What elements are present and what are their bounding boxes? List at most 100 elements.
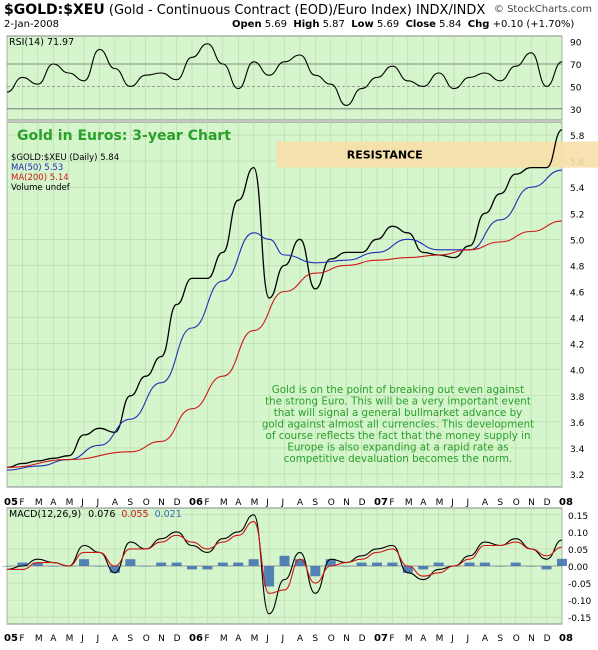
macd-x-label: O <box>513 634 520 644</box>
chart-title: Gold in Euros: 3-year Chart <box>17 128 231 144</box>
low-label: Low <box>351 19 374 30</box>
close-label: Close <box>405 19 436 30</box>
price-x-label: N <box>343 498 350 508</box>
price-x-label: N <box>528 498 535 508</box>
macd-histogram-bar <box>402 566 413 573</box>
price-x-label: A <box>112 498 119 508</box>
open-label: Open <box>232 19 262 30</box>
price-x-label: S <box>312 498 318 508</box>
price-x-label: F <box>19 498 24 508</box>
price-tick-label: 4.8 <box>570 262 585 272</box>
price-x-label: M <box>251 498 259 508</box>
price-x-label: J <box>265 498 269 508</box>
macd-legend-signal: 0.055 <box>121 509 148 520</box>
annotation-line: Gold is on the point of breaking out eve… <box>272 384 524 396</box>
macd-histogram-bar <box>171 562 182 566</box>
rsi-tick-label: 90 <box>570 39 582 49</box>
price-tick-label: 3.4 <box>570 445 585 455</box>
macd-tick-label: -0.05 <box>568 580 591 590</box>
macd-histogram-bar <box>248 559 259 566</box>
rsi-tick-label: 50 <box>570 83 582 93</box>
ma50-line <box>6 169 563 471</box>
macd-x-label: M <box>35 634 43 644</box>
close-value: 5.84 <box>439 19 462 30</box>
macd-histogram-bar <box>202 566 213 570</box>
macd-x-label: N <box>158 634 165 644</box>
source-credit[interactable]: © StockCharts.com <box>493 4 592 15</box>
macd-histogram-bar <box>279 555 290 566</box>
price-line <box>6 129 563 469</box>
macd-histogram-bar <box>94 566 105 567</box>
macd-x-label: S <box>127 634 133 644</box>
macd-histogram-bar <box>387 562 398 566</box>
macd-legend-prefix: MACD(12,26,9) <box>9 509 84 520</box>
macd-histogram-bar <box>557 558 567 566</box>
price-x-label: J <box>450 498 454 508</box>
price-x-label: J <box>96 498 100 508</box>
macd-x-label: S <box>312 634 318 644</box>
rsi-tick-label: 70 <box>570 61 582 71</box>
macd-x-label: J <box>466 634 470 644</box>
macd-histogram-bar <box>310 566 321 577</box>
rsi-line <box>6 43 563 106</box>
price-x-label: A <box>235 498 242 508</box>
price-legend-entry: $GOLD:$XEU (Daily) 5.84 <box>11 153 119 163</box>
macd-x-label: J <box>281 634 285 644</box>
macd-x-label: O <box>143 634 150 644</box>
macd-x-label: 06 <box>189 633 203 644</box>
price-x-label: A <box>297 498 304 508</box>
macd-x-label: J <box>80 634 84 644</box>
macd-histogram-bar <box>372 562 382 566</box>
price-tick-label: 4.0 <box>570 367 585 377</box>
price-tick-label: 5.2 <box>570 210 584 220</box>
macd-legend-hist: 0.021 <box>155 509 182 520</box>
resistance-band <box>276 141 598 168</box>
symbol-description: (Gold - Continuous Contract (EOD)/Euro I… <box>108 3 486 18</box>
price-x-label: M <box>436 498 444 508</box>
price-x-label: D <box>359 498 366 508</box>
macd-x-label: J <box>450 634 454 644</box>
macd-histogram-bar <box>233 562 244 566</box>
macd-x-label: A <box>235 634 242 644</box>
price-tick-label: 4.6 <box>570 288 585 298</box>
macd-histogram-bar <box>356 562 367 566</box>
rsi-legend: RSI(14) 71.97 <box>9 37 74 48</box>
price-legend-entry: MA(200) 5.14 <box>11 173 69 183</box>
price-legend-entry: MA(50) 5.53 <box>11 163 63 173</box>
macd-histogram-bar <box>464 562 475 566</box>
price-x-label: 05 <box>4 497 18 508</box>
macd-x-label: N <box>343 634 350 644</box>
chart-date: 2-Jan-2008 <box>4 19 59 30</box>
low-value: 5.69 <box>376 19 400 30</box>
price-tick-label: 4.4 <box>570 315 585 325</box>
price-tick-label: 5.0 <box>570 236 585 246</box>
price-x-label: A <box>420 498 427 508</box>
price-x-label: M <box>66 498 74 508</box>
price-x-label: S <box>127 498 133 508</box>
price-tick-label: 4.2 <box>570 341 584 351</box>
macd-x-label: N <box>528 634 535 644</box>
price-tick-label: 5.4 <box>570 184 585 194</box>
macd-histogram-bar <box>140 566 151 567</box>
macd-legend-macd: 0.076 <box>88 509 115 520</box>
price-x-label: F <box>389 498 394 508</box>
change-value: +0.10 (+1.70%) <box>492 19 575 30</box>
price-x-label: A <box>482 498 489 508</box>
macd-tick-label: 0.05 <box>568 546 588 556</box>
macd-tick-label: 0.10 <box>568 529 588 539</box>
macd-x-label: D <box>174 634 181 644</box>
annotation-line: that will signal a general bullmarket ad… <box>274 407 522 419</box>
annotation-line: Europe is also expanding at a rapid rate… <box>287 442 508 454</box>
macd-histogram-bar <box>495 566 506 567</box>
price-x-label: M <box>35 498 43 508</box>
price-x-label: O <box>328 498 335 508</box>
macd-histogram-bar <box>264 566 275 587</box>
macd-histogram-bar <box>510 562 521 566</box>
macd-histogram-bar <box>17 562 28 566</box>
price-x-label: O <box>513 498 520 508</box>
price-x-label: J <box>466 498 470 508</box>
macd-histogram-bar <box>125 559 136 566</box>
price-x-label: F <box>204 498 209 508</box>
macd-x-label: M <box>220 634 228 644</box>
price-tick-label: 5.8 <box>570 132 585 142</box>
